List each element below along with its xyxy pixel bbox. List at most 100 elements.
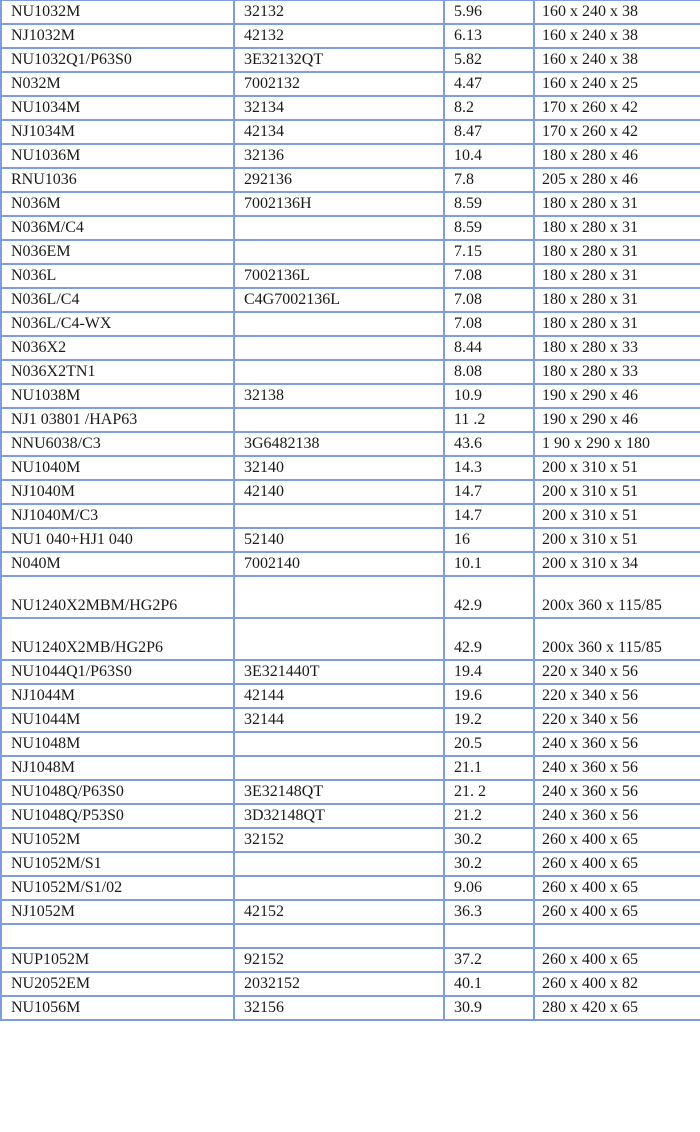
- bearing-model-cell: NU1052M/S1/02: [0, 875, 235, 901]
- weight-cell: 20.5: [443, 731, 535, 757]
- bearing-model-cell: NU1048Q/P63S0: [0, 779, 235, 805]
- dimensions-cell: 240 x 360 x 56: [533, 779, 700, 805]
- table-row: NU1034M 32134 8.2 170 x 260 x 42: [0, 95, 700, 121]
- table-row: NJ1040M 42140 14.7 200 x 310 x 51: [0, 479, 700, 505]
- table-row: N036EM 7.15 180 x 280 x 31: [0, 239, 700, 265]
- code-cell: [233, 731, 445, 757]
- code-cell: 7002132: [233, 71, 445, 97]
- bearing-model-cell: NJ1040M: [0, 479, 235, 505]
- code-cell: 42144: [233, 683, 445, 709]
- bearing-model-cell: NU1 040+HJ1 040: [0, 527, 235, 553]
- weight-cell: 9.06: [443, 875, 535, 901]
- dimensions-cell: 1 90 x 290 x 180: [533, 431, 700, 457]
- weight-cell: 5.96: [443, 0, 535, 25]
- bearing-model-cell: NJ1032M: [0, 23, 235, 49]
- weight-cell: 40.1: [443, 971, 535, 997]
- table-row: NU1048Q/P53S0 3D32148QT 21.2 240 x 360 x 56: [0, 803, 700, 829]
- dimensions-cell: 190 x 290 x 46: [533, 407, 700, 433]
- dimensions-cell: 200 x 310 x 51: [533, 479, 700, 505]
- dimensions-cell: 200 x 310 x 34: [533, 551, 700, 577]
- bearing-model-cell: NJ1044M: [0, 683, 235, 709]
- bearing-model-cell: NUP1052M: [0, 947, 235, 973]
- weight-cell: 30.2: [443, 851, 535, 877]
- code-cell: 3E32148QT: [233, 779, 445, 805]
- dimensions-cell: 200 x 310 x 51: [533, 527, 700, 553]
- dimensions-cell: 220 x 340 x 56: [533, 683, 700, 709]
- bearing-model-cell: N036L/C4: [0, 287, 235, 313]
- table-row: N036L/C4-WX 7.08 180 x 280 x 31: [0, 311, 700, 337]
- weight-cell: 14.3: [443, 455, 535, 481]
- weight-cell: [443, 923, 535, 949]
- bearing-model-cell: N036M: [0, 191, 235, 217]
- table-row: NU1240X2MBM/HG2P6 42.9 200x 360 x 115/85: [0, 575, 700, 619]
- table-row: NJ1 03801 /HAP63 11 .2 190 x 290 x 46: [0, 407, 700, 433]
- code-cell: 42134: [233, 119, 445, 145]
- weight-cell: 7.08: [443, 263, 535, 289]
- code-cell: 32138: [233, 383, 445, 409]
- weight-cell: 7.8: [443, 167, 535, 193]
- bearing-model-cell: NU1052M/S1: [0, 851, 235, 877]
- bearing-model-cell: NU1048M: [0, 731, 235, 757]
- weight-cell: 19.2: [443, 707, 535, 733]
- code-cell: 42132: [233, 23, 445, 49]
- weight-cell: 30.2: [443, 827, 535, 853]
- weight-cell: 10.1: [443, 551, 535, 577]
- code-cell: [233, 503, 445, 529]
- table-row: NJ1048M 21.1 240 x 360 x 56: [0, 755, 700, 781]
- bearing-model-cell: NU1240X2MB/HG2P6: [0, 617, 235, 661]
- table-row: N036X2TN1 8.08 180 x 280 x 33: [0, 359, 700, 385]
- code-cell: 92152: [233, 947, 445, 973]
- table-row: NU1052M 32152 30.2 260 x 400 x 65: [0, 827, 700, 853]
- dimensions-cell: 200 x 310 x 51: [533, 455, 700, 481]
- weight-cell: 7.08: [443, 287, 535, 313]
- weight-cell: 16: [443, 527, 535, 553]
- code-cell: [233, 617, 445, 661]
- bearing-model-cell: NU1032M: [0, 0, 235, 25]
- code-cell: 32140: [233, 455, 445, 481]
- code-cell: 3G6482138: [233, 431, 445, 457]
- bearing-model-cell: NJ1048M: [0, 755, 235, 781]
- code-cell: 7002136L: [233, 263, 445, 289]
- dimensions-cell: 200x 360 x 115/85: [533, 575, 700, 619]
- bearing-model-cell: NJ1034M: [0, 119, 235, 145]
- dimensions-cell: 220 x 340 x 56: [533, 707, 700, 733]
- weight-cell: 10.4: [443, 143, 535, 169]
- dimensions-cell: 190 x 290 x 46: [533, 383, 700, 409]
- dimensions-cell: 205 x 280 x 46: [533, 167, 700, 193]
- weight-cell: 10.9: [443, 383, 535, 409]
- bearing-model-cell: NJ1 03801 /HAP63: [0, 407, 235, 433]
- dimensions-cell: 180 x 280 x 31: [533, 287, 700, 313]
- dimensions-cell: [533, 923, 700, 949]
- table-row: NU1044Q1/P63S0 3E321440T 19.4 220 x 340 x 5…: [0, 659, 700, 685]
- code-cell: [233, 359, 445, 385]
- code-cell: [233, 215, 445, 241]
- dimensions-cell: 160 x 240 x 25: [533, 71, 700, 97]
- table-row: NU1032M 32132 5.96 160 x 240 x 38: [0, 0, 700, 25]
- dimensions-cell: 220 x 340 x 56: [533, 659, 700, 685]
- bearing-model-cell: N036M/C4: [0, 215, 235, 241]
- weight-cell: 5.82: [443, 47, 535, 73]
- weight-cell: 21. 2: [443, 779, 535, 805]
- bearing-model-cell: RNU1036: [0, 167, 235, 193]
- code-cell: [233, 923, 445, 949]
- code-cell: 32134: [233, 95, 445, 121]
- code-cell: [233, 407, 445, 433]
- weight-cell: 7.15: [443, 239, 535, 265]
- table-row: N036M/C4 8.59 180 x 280 x 31: [0, 215, 700, 241]
- bearing-model-cell: NU1044Q1/P63S0: [0, 659, 235, 685]
- dimensions-cell: 180 x 280 x 46: [533, 143, 700, 169]
- bearing-model-cell: NU1036M: [0, 143, 235, 169]
- table-row: NJ1032M 42132 6.13 160 x 240 x 38: [0, 23, 700, 49]
- table-row: NU1 040+HJ1 040 52140 16 200 x 310 x 51: [0, 527, 700, 553]
- table-row: [0, 923, 700, 949]
- dimensions-cell: 260 x 400 x 65: [533, 851, 700, 877]
- code-cell: 3E321440T: [233, 659, 445, 685]
- weight-cell: 30.9: [443, 995, 535, 1021]
- dimensions-cell: 180 x 280 x 31: [533, 215, 700, 241]
- dimensions-cell: 180 x 280 x 31: [533, 311, 700, 337]
- bearing-model-cell: NU1032Q1/P63S0: [0, 47, 235, 73]
- bearing-model-cell: N032M: [0, 71, 235, 97]
- weight-cell: 6.13: [443, 23, 535, 49]
- dimensions-cell: 160 x 240 x 38: [533, 47, 700, 73]
- dimensions-cell: 160 x 240 x 38: [533, 23, 700, 49]
